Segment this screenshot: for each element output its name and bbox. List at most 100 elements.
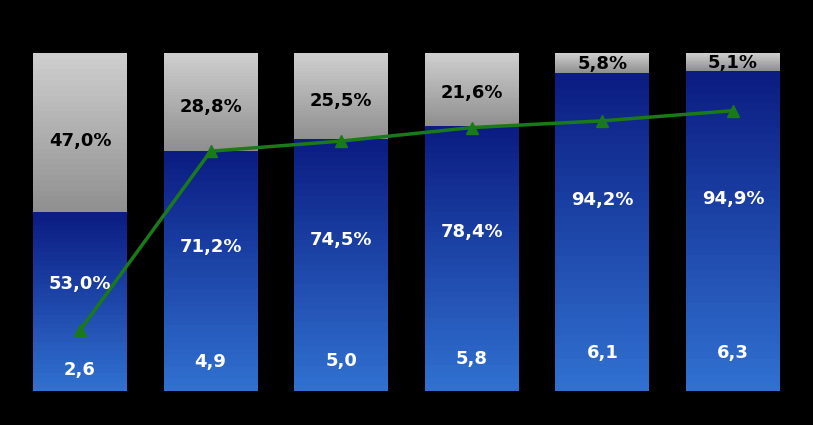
Bar xyxy=(294,128,389,131)
Bar xyxy=(424,292,519,298)
Bar xyxy=(33,315,127,320)
Bar xyxy=(555,319,650,327)
Bar xyxy=(686,327,780,335)
Bar xyxy=(163,246,258,253)
Bar xyxy=(33,191,127,196)
Bar xyxy=(686,223,780,231)
Bar xyxy=(686,54,780,55)
Bar xyxy=(33,310,127,315)
Bar xyxy=(163,343,258,349)
Bar xyxy=(424,252,519,258)
Bar xyxy=(163,301,258,307)
Bar xyxy=(33,248,127,252)
Bar xyxy=(686,150,780,159)
Bar xyxy=(163,313,258,319)
Bar xyxy=(686,94,780,102)
Text: 5,0: 5,0 xyxy=(325,352,357,370)
Bar xyxy=(33,69,127,74)
Bar xyxy=(424,97,519,99)
Bar xyxy=(555,60,650,61)
Text: 94,2%: 94,2% xyxy=(572,191,633,209)
Bar xyxy=(294,202,389,209)
Bar xyxy=(424,245,519,252)
Bar xyxy=(424,116,519,119)
Bar xyxy=(555,383,650,391)
Bar xyxy=(424,298,519,305)
Bar xyxy=(555,73,650,81)
Bar xyxy=(33,257,127,261)
Bar xyxy=(294,334,389,341)
Bar xyxy=(33,74,127,80)
Bar xyxy=(163,289,258,295)
Bar xyxy=(33,180,127,186)
Bar xyxy=(555,62,650,63)
Text: 94,9%: 94,9% xyxy=(702,190,764,208)
Bar xyxy=(163,241,258,247)
Bar xyxy=(33,283,127,288)
Text: 25,5%: 25,5% xyxy=(310,92,372,110)
Bar xyxy=(33,101,127,106)
Text: 53,0%: 53,0% xyxy=(49,275,111,292)
Bar xyxy=(686,87,780,94)
Bar xyxy=(33,360,127,364)
Bar xyxy=(555,68,650,69)
Bar xyxy=(424,126,519,133)
Bar xyxy=(294,240,389,246)
Bar xyxy=(294,136,389,139)
Bar xyxy=(294,272,389,278)
Bar xyxy=(163,259,258,265)
Bar xyxy=(33,377,127,382)
Bar xyxy=(33,266,127,270)
Bar xyxy=(33,386,127,391)
Bar xyxy=(424,318,519,325)
Bar xyxy=(686,191,780,199)
Bar xyxy=(294,76,389,79)
Bar xyxy=(424,92,519,95)
Bar xyxy=(424,219,519,226)
Bar xyxy=(163,223,258,229)
Bar xyxy=(424,104,519,107)
Bar xyxy=(163,265,258,271)
Bar xyxy=(163,73,258,76)
Bar xyxy=(163,141,258,144)
Bar xyxy=(555,351,650,359)
Bar xyxy=(163,331,258,337)
Bar xyxy=(424,107,519,109)
Bar xyxy=(163,57,258,60)
Bar xyxy=(555,224,650,232)
Bar xyxy=(33,175,127,180)
Bar xyxy=(424,312,519,318)
Bar xyxy=(555,72,650,73)
Bar xyxy=(686,79,780,87)
Bar xyxy=(33,154,127,159)
Bar xyxy=(424,265,519,272)
Bar xyxy=(294,139,389,146)
Bar xyxy=(686,207,780,215)
Bar xyxy=(555,153,650,160)
Bar xyxy=(424,87,519,90)
Bar xyxy=(555,343,650,351)
Bar xyxy=(294,215,389,221)
Bar xyxy=(555,256,650,264)
Bar xyxy=(294,378,389,385)
Bar xyxy=(686,53,780,54)
Bar xyxy=(555,105,650,113)
Bar xyxy=(424,272,519,278)
Bar xyxy=(294,246,389,252)
Bar xyxy=(294,372,389,378)
Bar xyxy=(555,57,650,58)
Bar xyxy=(424,139,519,146)
Bar xyxy=(33,221,127,225)
Bar xyxy=(33,346,127,351)
Bar xyxy=(424,365,519,371)
Bar xyxy=(33,234,127,239)
Bar xyxy=(163,125,258,128)
Bar xyxy=(555,240,650,248)
Bar xyxy=(294,105,389,108)
Bar xyxy=(33,279,127,283)
Bar xyxy=(686,175,780,183)
Bar xyxy=(294,164,389,171)
Bar xyxy=(294,152,389,158)
Bar xyxy=(555,144,650,153)
Bar xyxy=(555,113,650,121)
